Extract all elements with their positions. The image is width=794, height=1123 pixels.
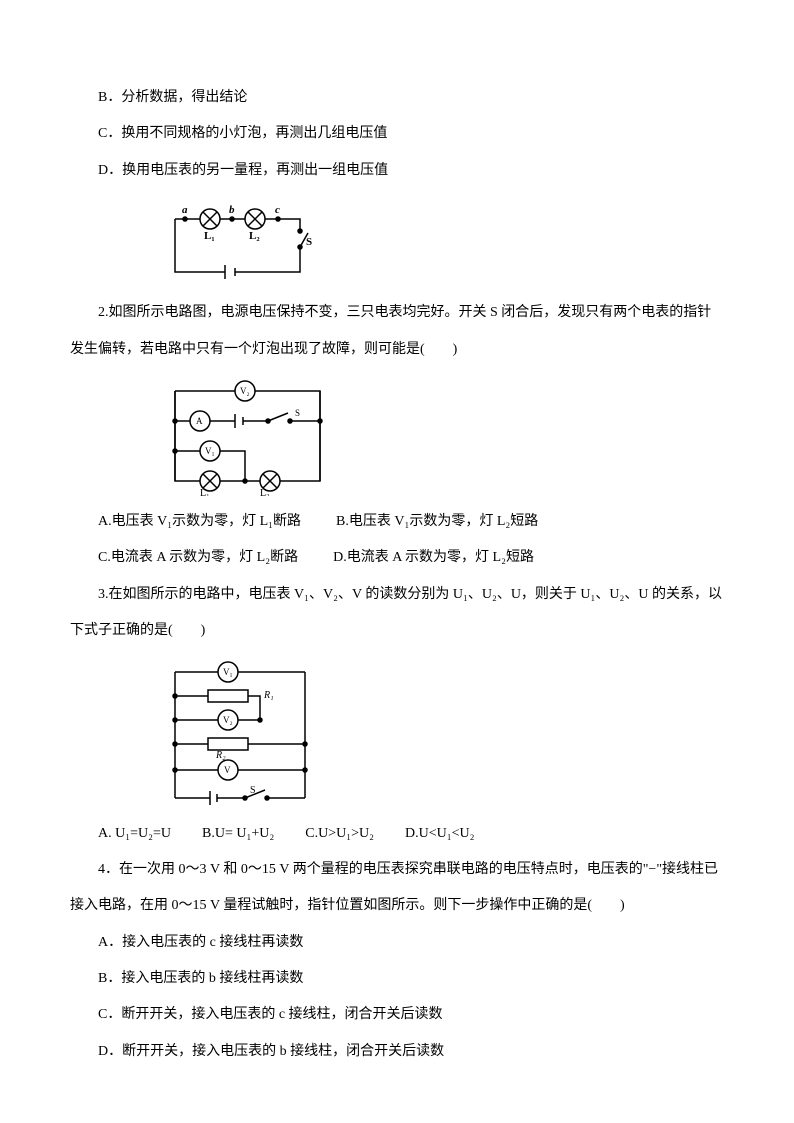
q4-d: D．断开开关，接入电压表的 b 接线柱，闭合开关后读数 [70,1034,724,1070]
q3-c: C.U>U₁>U₂ [305,826,374,841]
option-b: B．分析数据，得出结论 [70,80,724,116]
q3-a: A. U₁=U₂=U [98,826,171,841]
label-l1: L₁ [204,230,215,242]
label-b: b [229,204,235,216]
option-d: D．换用电压表的另一量程，再测出一组电压值 [70,153,724,189]
label-r1: R₁ [263,690,274,701]
figure-3: V₁ V₂ V R₁ R₂ S [160,658,724,808]
q2-stem: 2.如图所示电路图，电源电压保持不变，三只电表均完好。开关 S 闭合后，发现只有… [70,295,724,368]
label-r2: R₂ [215,750,226,761]
label-v: V [224,765,231,775]
q3-options: A. U₁=U₂=U B.U= U₁+U₂ C.U>U₁>U₂ D.U<U₁<U… [70,816,724,852]
label-l1: L₁ [200,488,210,496]
q3-b: B.U= U₁+U₂ [202,826,274,841]
label-a: A [196,416,203,426]
q4-b: B．接入电压表的 b 接线柱再读数 [70,961,724,997]
q3-stem: 3.在如图所示的电路中，电压表 V₁、V₂、V 的读数分别为 U₁、U₂、U，则… [70,577,724,650]
label-s: S [295,408,300,418]
q2-a: A.电压表 V₁示数为零，灯 L₁断路 [98,514,301,529]
figure-1: a b c L₁ L₂ S [160,197,724,287]
q2-b: B.电压表 V₁示数为零，灯 L₂短路 [336,514,538,529]
label-v1: V₁ [223,667,233,677]
q3-d: D.U<U₁<U₂ [405,826,475,841]
q2-c: C.电流表 A 示数为零，灯 L₂断路 [98,550,298,565]
label-l2: L₂ [260,488,270,496]
label-s: S [250,785,256,796]
q4-c: C．断开开关，接入电压表的 c 接线柱，闭合开关后读数 [70,997,724,1033]
option-c: C．换用不同规格的小灯泡，再测出几组电压值 [70,116,724,152]
label-l2: L₂ [249,230,260,242]
q4-a: A．接入电压表的 c 接线柱再读数 [70,925,724,961]
figure-2: V₂ A S V₁ L₁ L₂ [160,376,724,496]
label-c: c [275,204,280,216]
q2-options-1: A.电压表 V₁示数为零，灯 L₁断路 B.电压表 V₁示数为零，灯 L₂短路 [70,504,724,540]
label-v2: V₂ [223,715,233,725]
label-a: a [182,204,188,216]
label-v2: V₂ [240,386,250,396]
q2-options-2: C.电流表 A 示数为零，灯 L₂断路 D.电流表 A 示数为零，灯 L₂短路 [70,540,724,576]
q2-d: D.电流表 A 示数为零，灯 L₂短路 [333,550,534,565]
label-s: S [306,236,312,248]
label-v1: V₁ [205,446,215,456]
q4-stem: 4．在一次用 0～3 V 和 0～15 V 两个量程的电压表探究串联电路的电压特… [70,852,724,925]
